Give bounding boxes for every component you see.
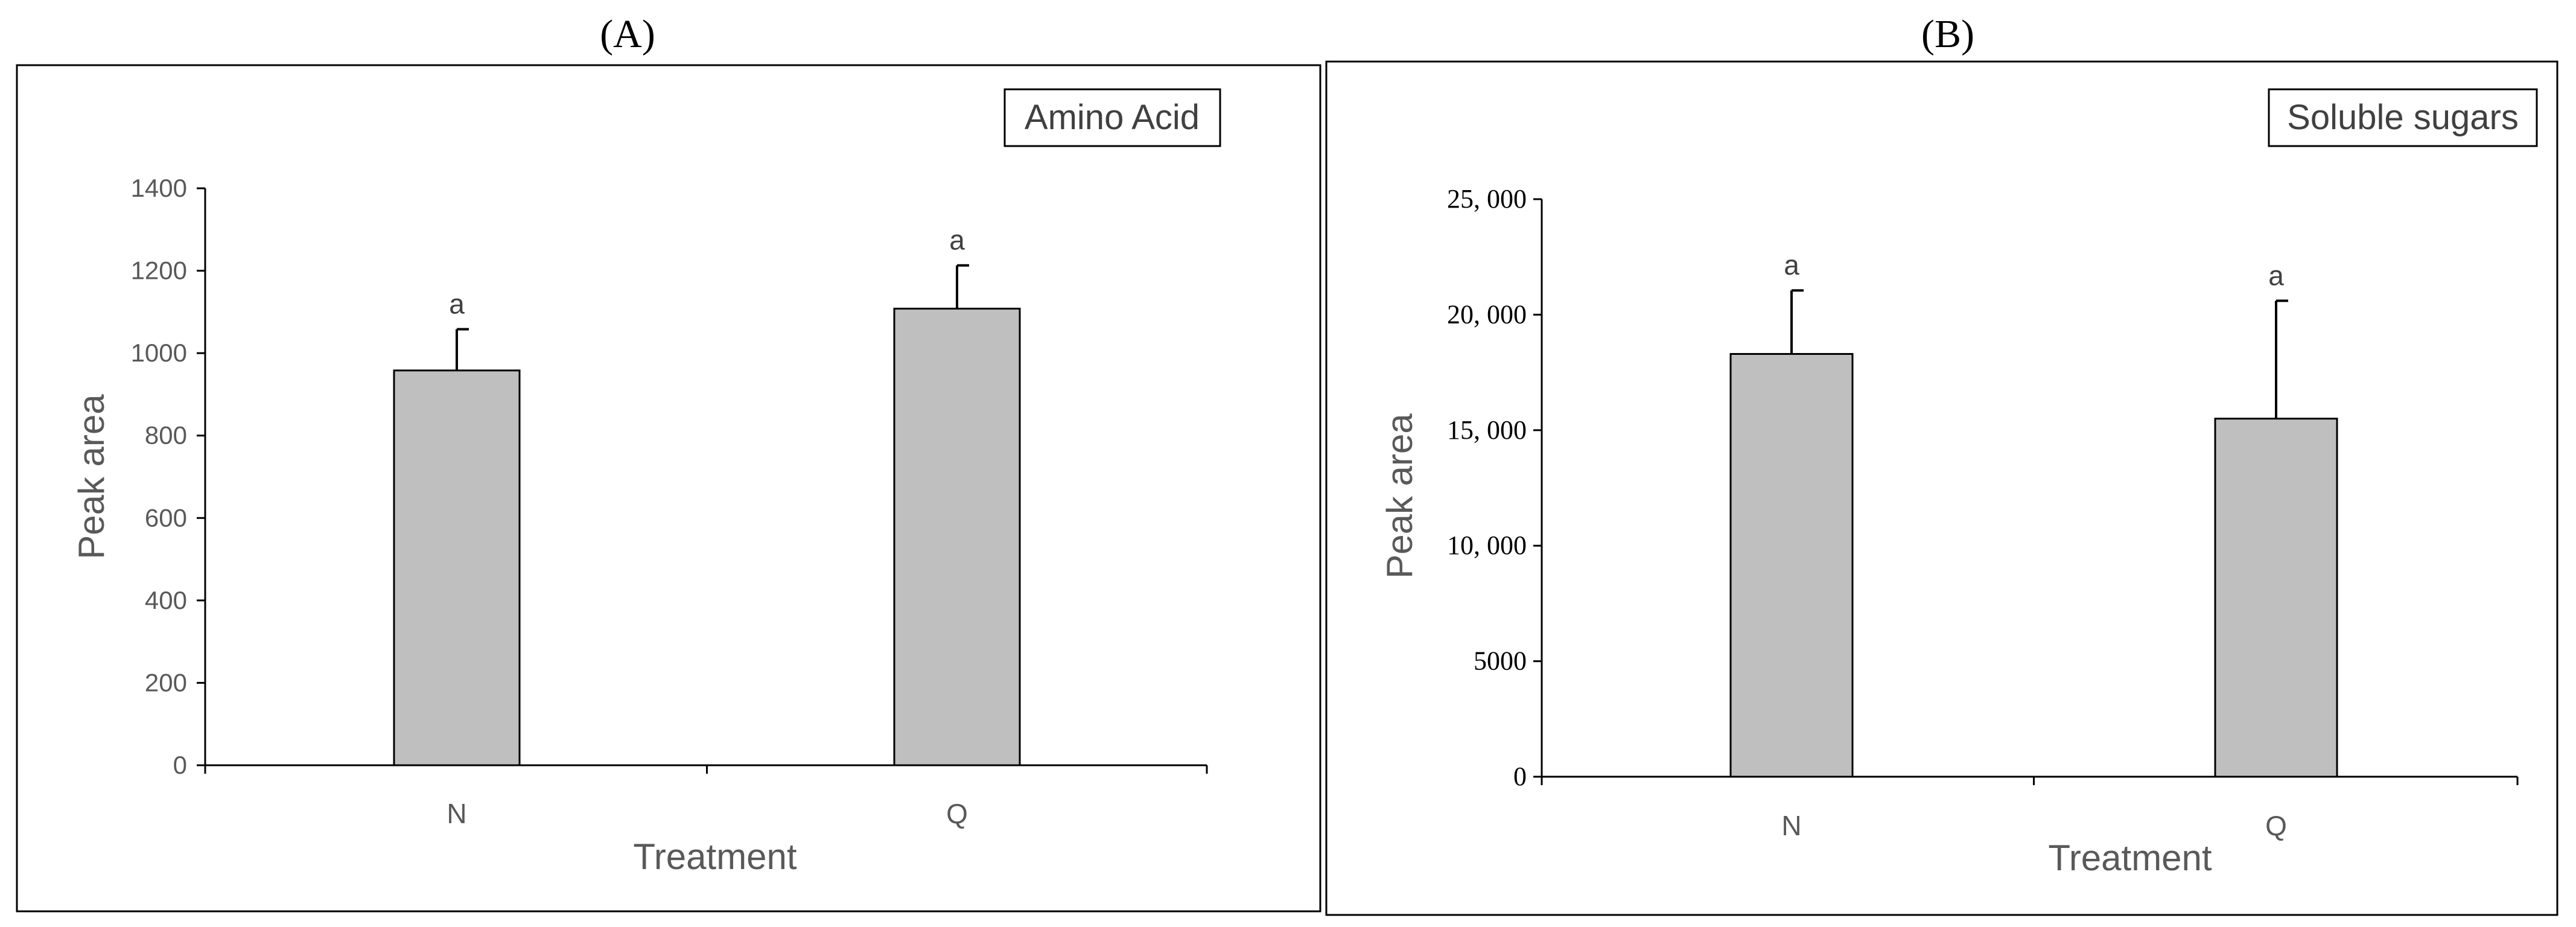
panel-b-bar-Q	[2214, 418, 2338, 778]
panel-b-x-axis-title: Treatment	[2048, 838, 2212, 878]
panel-a-y-tick-label: 1200	[131, 256, 187, 285]
panel-a-significance-N: a	[449, 288, 465, 320]
panel-b-y-tick-label: 0	[1513, 762, 1527, 791]
panel-a-legend-label: Amino Acid	[1025, 98, 1200, 137]
panel-b-bar-N	[1729, 352, 1854, 778]
panel-b: (B) Soluble sugars Peak area Treatment 0…	[1325, 12, 2559, 916]
panel-a-y-tick-label: 1400	[131, 174, 187, 202]
panel-a-y-tick-label: 800	[145, 421, 187, 450]
panel-a-y-tick-label: 600	[145, 503, 187, 532]
panel-a-letter: (A)	[600, 12, 655, 56]
panel-b-y-tick-label: 25, 000	[1447, 184, 1527, 214]
panel-a-legend-box	[1003, 88, 1221, 147]
panel-b-letter: (B)	[1921, 12, 1974, 56]
panel-b-significance-N: a	[1784, 249, 1799, 281]
panel-b-y-tick-label: 20, 000	[1447, 299, 1527, 329]
panel-a-significance-Q: a	[949, 225, 965, 256]
panel-b-category-label-Q: Q	[2265, 810, 2287, 841]
panel-b-y-tick-label: 5000	[1474, 646, 1527, 676]
panel-b-significance-Q: a	[2268, 260, 2284, 291]
panel-a-category-label-N: N	[447, 798, 466, 829]
panel-a-plot: 0 200 400 600 800 1000 1200 1400 a Na Q	[131, 174, 1208, 829]
panel-a-x-axis-title: Treatment	[633, 836, 797, 877]
panel-b-category-label-N: N	[1781, 810, 1801, 841]
panel-a: (A) Amino Acid Peak area Treatment 0 200 4…	[16, 12, 1321, 913]
panel-b-frame	[1325, 60, 2559, 916]
panel-b-legend-label: Soluble sugars	[2287, 98, 2519, 137]
panel-b-y-axis-title: Peak area	[1379, 413, 1420, 579]
panel-a-frame	[16, 64, 1321, 913]
panel-b-y-tick-label: 15, 000	[1447, 415, 1527, 445]
panel-a-bar-Q	[893, 307, 1021, 766]
panel-a-category-label-Q: Q	[946, 798, 968, 829]
panel-b-plot: 0 5000 10, 000 15, 000 20, 000 25, 000 a Na Q	[1447, 184, 2519, 841]
panel-a-bar-N	[393, 369, 521, 766]
panel-a-y-tick-label: 1000	[131, 339, 187, 367]
panel-a-y-axis-title: Peak area	[71, 394, 112, 559]
panel-b-y-tick-label: 10, 000	[1447, 530, 1527, 560]
panel-a-y-tick-label: 200	[145, 668, 187, 696]
panel-b-legend-box	[2268, 88, 2538, 147]
panel-a-y-tick-label: 0	[173, 751, 187, 779]
panel-a-y-tick-label: 400	[145, 586, 187, 614]
